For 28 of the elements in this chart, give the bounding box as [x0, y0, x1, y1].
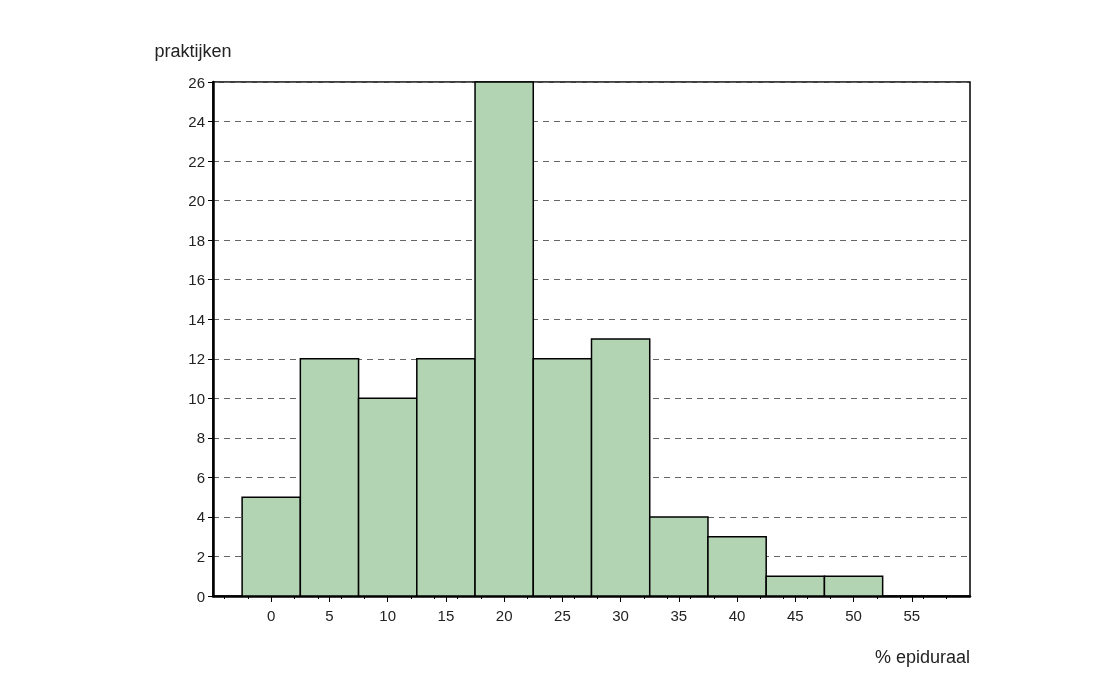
- y-tick-label: 18: [188, 231, 205, 249]
- y-tick-label: 2: [196, 547, 205, 565]
- y-tick-label: 0: [196, 587, 205, 605]
- y-tick-label: 24: [188, 113, 205, 131]
- y-tick-label: 6: [196, 468, 205, 486]
- x-tick-label: 5: [325, 607, 334, 624]
- y-axis-title: praktijken: [154, 41, 232, 61]
- x-tick-label: 10: [379, 607, 397, 624]
- y-tick-label: 12: [188, 350, 205, 368]
- x-tick-label: 40: [728, 607, 746, 624]
- y-tick-label: 4: [196, 508, 205, 526]
- x-tick-label: 30: [612, 607, 629, 624]
- y-tick-label: 26: [188, 73, 205, 91]
- x-axis-title: % epiduraal: [874, 647, 970, 667]
- x-tick-label: 50: [845, 607, 862, 624]
- y-tick-label: 14: [188, 310, 205, 328]
- x-tick-label: 55: [903, 607, 921, 624]
- x-tick-label: 45: [786, 607, 804, 624]
- x-tick-label: 35: [670, 607, 688, 624]
- y-tick-label: 20: [188, 192, 205, 210]
- y-tick-label: 8: [196, 429, 205, 447]
- x-tick-label: 0: [267, 607, 276, 624]
- y-tick-label: 10: [188, 389, 205, 407]
- x-tick-label: 20: [495, 607, 513, 624]
- y-tick-label: 22: [188, 152, 205, 170]
- y-tick-label: 16: [188, 271, 205, 289]
- x-tick-label: 25: [554, 607, 571, 624]
- x-tick-label: 15: [437, 607, 455, 624]
